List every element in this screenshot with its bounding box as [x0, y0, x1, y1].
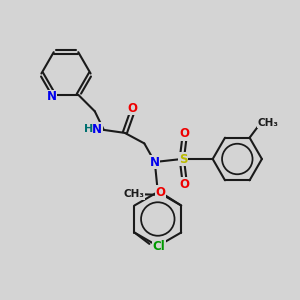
- Text: O: O: [179, 127, 189, 140]
- Text: O: O: [127, 102, 137, 115]
- Text: O: O: [179, 178, 189, 191]
- Text: Cl: Cl: [153, 240, 165, 254]
- Text: CH₃: CH₃: [257, 118, 278, 128]
- Text: N: N: [92, 123, 102, 136]
- Text: N: N: [46, 90, 57, 104]
- Text: O: O: [155, 185, 165, 199]
- Text: N: N: [150, 155, 160, 169]
- Text: S: S: [179, 152, 188, 166]
- Text: CH₃: CH₃: [123, 189, 144, 200]
- Text: H: H: [84, 124, 93, 134]
